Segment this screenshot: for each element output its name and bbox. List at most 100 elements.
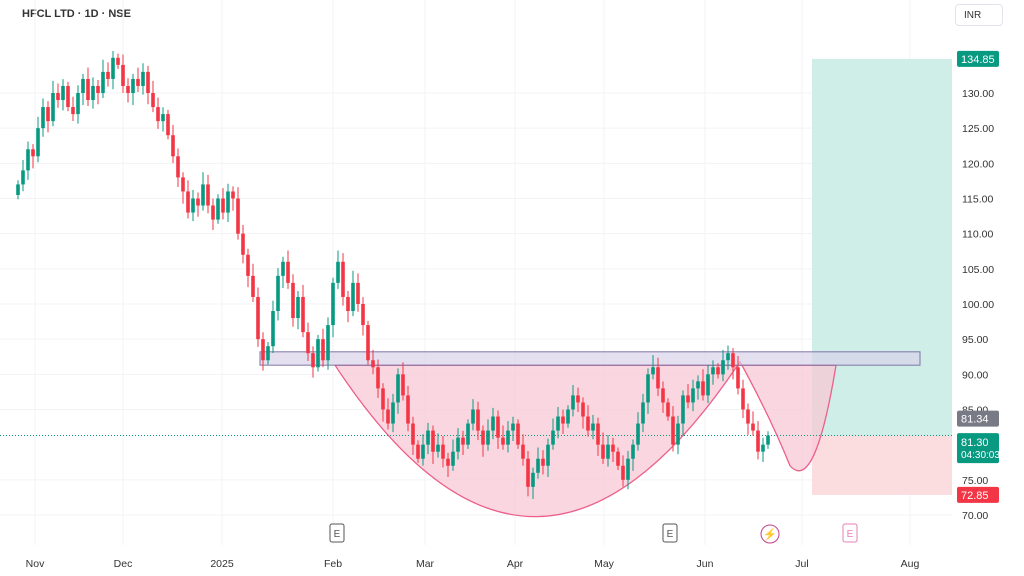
candle [156,97,160,129]
candle-body [166,114,170,136]
y-tick-label: 115.00 [962,193,993,205]
candle-body [751,423,755,431]
candle [511,416,515,441]
cup-handle-pattern [333,360,837,518]
candle-body [766,435,770,445]
candle [246,248,250,288]
earnings-marker: E [329,523,345,543]
candle [636,412,640,451]
candle [341,253,345,306]
candle-body [441,444,445,459]
x-tick-label: Jul [795,558,808,570]
x-tick-label: Aug [901,558,920,570]
candle-body [376,367,380,389]
candle-body [731,353,735,368]
stop-price-label-bg [957,486,999,503]
current-price-label: 81.30 [961,437,989,449]
candle-body [511,423,515,431]
candle-body [656,367,660,389]
candle [356,273,360,312]
candle [726,345,730,370]
earnings-label: E [667,529,674,540]
candle-body [401,374,405,396]
candle-body [341,261,345,297]
candle-body [286,261,290,283]
candle [531,467,535,499]
candle [126,78,130,103]
candle [681,390,685,436]
current-price-label-bg [957,433,999,464]
candle [761,437,765,463]
candle-body [556,416,560,431]
candle [446,452,450,478]
lightning-glyph: ⚡ [763,528,777,541]
candle [521,434,525,466]
earnings-marker: E [842,523,858,543]
candle-body [446,458,450,466]
lightning-icon [760,524,780,544]
x-tick-label: Apr [507,558,524,570]
candle-body [381,388,385,410]
candle-body [31,149,35,157]
y-tick-label: 105.00 [962,264,994,276]
candle [36,116,40,163]
candle-body [616,451,620,466]
candle-body [306,332,310,354]
candle [306,322,310,361]
candle [746,403,750,435]
candle [421,434,425,466]
candle [266,341,270,365]
candle [116,53,120,70]
candle-body [66,85,70,108]
candle [81,73,85,106]
candle-body [326,325,330,361]
candle-body [241,233,245,255]
candle-body [106,71,110,79]
x-tick-label: Mar [416,558,435,570]
candle-body [201,184,205,206]
candle-body [366,325,370,361]
candle-body [686,395,690,403]
candle-body [61,85,65,101]
candle [206,174,210,214]
candle [561,409,565,434]
candle [51,80,55,127]
candle-body [531,472,535,487]
candle [721,349,725,382]
x-tick-label: Jun [697,558,714,570]
candle-body [626,458,630,480]
x-tick-label: Dec [114,558,133,570]
candle-body [566,409,570,424]
y-tick-label: 70.00 [962,510,988,522]
candle [41,98,45,137]
candle-body [761,444,765,452]
candle-body [206,184,210,206]
candle-body [561,416,565,424]
dividend-marker: ⚡ [760,524,780,544]
candle [641,393,645,433]
candle-body [711,367,715,375]
earnings-icon [329,523,345,543]
candle [86,67,90,107]
candle-body [736,367,740,389]
candle [631,439,635,471]
candle [706,364,710,404]
y-tick-label: 110.00 [962,229,993,241]
candle [301,284,305,338]
currency-button[interactable]: INR [955,4,1003,26]
candle-body [431,430,435,452]
candle-body [116,57,120,65]
candle-body [276,275,280,312]
candle-body [586,416,590,431]
candle-body [111,57,115,79]
candle-body [611,444,615,452]
candle-body [196,198,200,206]
candle-body [221,198,225,213]
candle-body [71,107,75,115]
candle [221,188,225,220]
candle-body [26,149,30,171]
candle [146,65,150,105]
candle-body [541,458,545,466]
candle-body [406,395,410,424]
